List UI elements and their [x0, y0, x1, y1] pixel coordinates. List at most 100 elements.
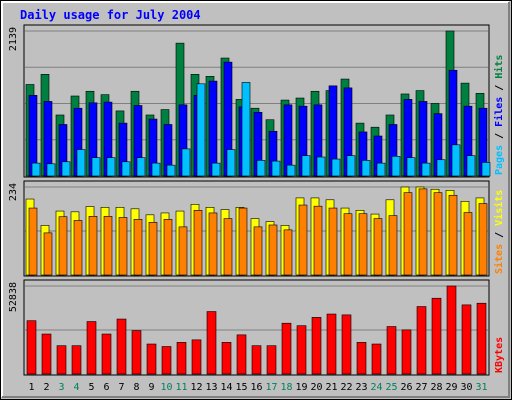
panel-max-label: 234	[8, 183, 19, 201]
axis-label-part: /	[494, 226, 505, 244]
bar-hits-pages-day-7	[121, 161, 131, 177]
bar-visits-sites-day-30	[463, 212, 473, 276]
x-tick-label: 23	[355, 382, 367, 393]
axis-label-part: KBytes	[494, 337, 505, 373]
bar-visits-sites-day-3	[58, 216, 68, 276]
bar-kbytes-kbytes-day-13	[206, 311, 217, 375]
bar-hits-pages-day-16	[256, 160, 266, 177]
bar-hits-pages-day-25	[391, 156, 401, 177]
bar-kbytes-kbytes-day-20	[311, 317, 322, 375]
bar-visits-sites-day-27	[418, 188, 428, 276]
bar-kbytes-kbytes-day-26	[401, 329, 412, 375]
bar-kbytes-kbytes-day-12	[191, 339, 202, 375]
bar-visits-sites-day-7	[118, 217, 128, 276]
bar-visits-sites-day-24	[373, 218, 383, 276]
bar-hits-pages-day-21	[331, 158, 341, 177]
bar-hits-pages-day-18	[286, 164, 296, 177]
bar-hits-pages-day-14	[226, 149, 236, 177]
panel-axis-label: Sites / Visits	[493, 190, 505, 274]
axis-label-part: Pages	[494, 145, 505, 175]
x-tick-label: 25	[385, 382, 397, 393]
bar-visits-sites-day-2	[43, 232, 53, 276]
bar-visits-sites-day-18	[283, 229, 293, 276]
bar-hits-pages-day-11	[181, 148, 191, 177]
x-tick-label: 18	[280, 382, 292, 393]
axis-label-part: Files	[493, 97, 505, 127]
bar-hits-pages-day-10	[166, 164, 176, 177]
bar-kbytes-kbytes-day-3	[56, 345, 67, 375]
bar-visits-sites-day-22	[343, 213, 353, 276]
x-tick-label: 28	[430, 382, 442, 393]
x-axis-labels: 1 2 3 4 5 6 7 8 9 10 11 12 13 14 15 16 17 18 19 20 21 22 23 24 2…	[28, 382, 487, 393]
x-tick-label: 20	[310, 382, 322, 393]
bars-kbytes	[26, 285, 487, 375]
axis-label-part: Hits	[493, 55, 505, 79]
x-tick-label: 22	[340, 382, 352, 393]
x-tick-label: 10	[160, 382, 172, 393]
x-tick-label: 31	[475, 382, 487, 393]
bar-visits-sites-day-21	[328, 207, 338, 276]
bar-visits-sites-day-31	[478, 203, 488, 276]
x-tick-label: 9	[148, 382, 154, 393]
x-tick-label: 1	[28, 382, 34, 393]
x-tick-label: 5	[88, 382, 94, 393]
x-tick-label: 14	[220, 382, 232, 393]
bar-kbytes-kbytes-day-21	[326, 313, 337, 375]
bar-kbytes-kbytes-day-4	[71, 345, 82, 375]
bar-kbytes-kbytes-day-7	[116, 318, 127, 375]
x-tick-label: 8	[133, 382, 139, 393]
bars-visits	[25, 186, 488, 276]
bar-visits-sites-day-28	[433, 192, 443, 276]
bar-hits-pages-day-26	[406, 157, 416, 177]
bar-kbytes-kbytes-day-14	[221, 342, 232, 375]
bar-visits-sites-day-5	[88, 216, 98, 276]
bar-hits-pages-day-1	[31, 162, 41, 177]
bar-kbytes-kbytes-day-22	[341, 314, 352, 375]
bar-visits-sites-day-26	[403, 192, 413, 276]
bar-visits-sites-day-17	[268, 224, 278, 276]
panel-visits: 234 Sites / Visits	[8, 180, 505, 277]
bar-visits-sites-day-4	[73, 220, 83, 276]
chart-title: Daily usage for July 2004	[20, 8, 201, 22]
bar-kbytes-kbytes-day-19	[296, 325, 307, 375]
panel-max-label: 2139	[8, 27, 19, 51]
bevel-dark	[2, 2, 510, 398]
bar-hits-pages-day-24	[376, 162, 386, 177]
bar-hits-pages-day-9	[151, 162, 161, 177]
panel-axis-label: KBytes	[494, 337, 505, 373]
bar-hits-pages-day-5	[91, 157, 101, 177]
bar-visits-sites-day-9	[148, 222, 158, 276]
axis-label-part: /	[494, 127, 505, 145]
x-tick-label: 12	[190, 382, 202, 393]
x-tick-label: 16	[250, 382, 262, 393]
bar-kbytes-kbytes-day-8	[131, 330, 142, 375]
bar-visits-sites-day-10	[163, 219, 173, 276]
bar-kbytes-kbytes-day-5	[86, 321, 97, 375]
bar-kbytes-kbytes-day-10	[161, 346, 172, 375]
bar-kbytes-kbytes-day-23	[356, 342, 367, 375]
bar-visits-sites-day-19	[298, 204, 308, 276]
bar-hits-pages-day-13	[211, 162, 221, 177]
bars-hits	[25, 30, 491, 177]
axis-label-part: Visits	[493, 190, 505, 226]
x-tick-label: 2	[43, 382, 49, 393]
bar-hits-pages-day-3	[61, 161, 71, 177]
bar-hits-pages-day-6	[106, 157, 116, 177]
bar-hits-pages-day-17	[271, 160, 281, 177]
x-tick-label: 19	[295, 382, 307, 393]
panel-max-label: 52838	[8, 282, 19, 312]
bar-kbytes-kbytes-day-29	[446, 285, 457, 375]
bar-kbytes-kbytes-day-9	[146, 343, 157, 375]
x-tick-label: 26	[400, 382, 412, 393]
bar-visits-sites-day-13	[208, 212, 218, 276]
bar-hits-pages-day-23	[361, 160, 371, 177]
bar-visits-sites-day-6	[103, 216, 113, 276]
bar-visits-sites-day-12	[193, 210, 203, 276]
x-tick-label: 11	[175, 382, 187, 393]
bar-visits-sites-day-11	[178, 226, 188, 276]
axis-label-part: /	[494, 79, 505, 97]
bar-visits-sites-day-25	[388, 215, 398, 276]
bar-hits-pages-day-30	[466, 155, 476, 177]
bar-visits-sites-day-1	[28, 207, 38, 276]
